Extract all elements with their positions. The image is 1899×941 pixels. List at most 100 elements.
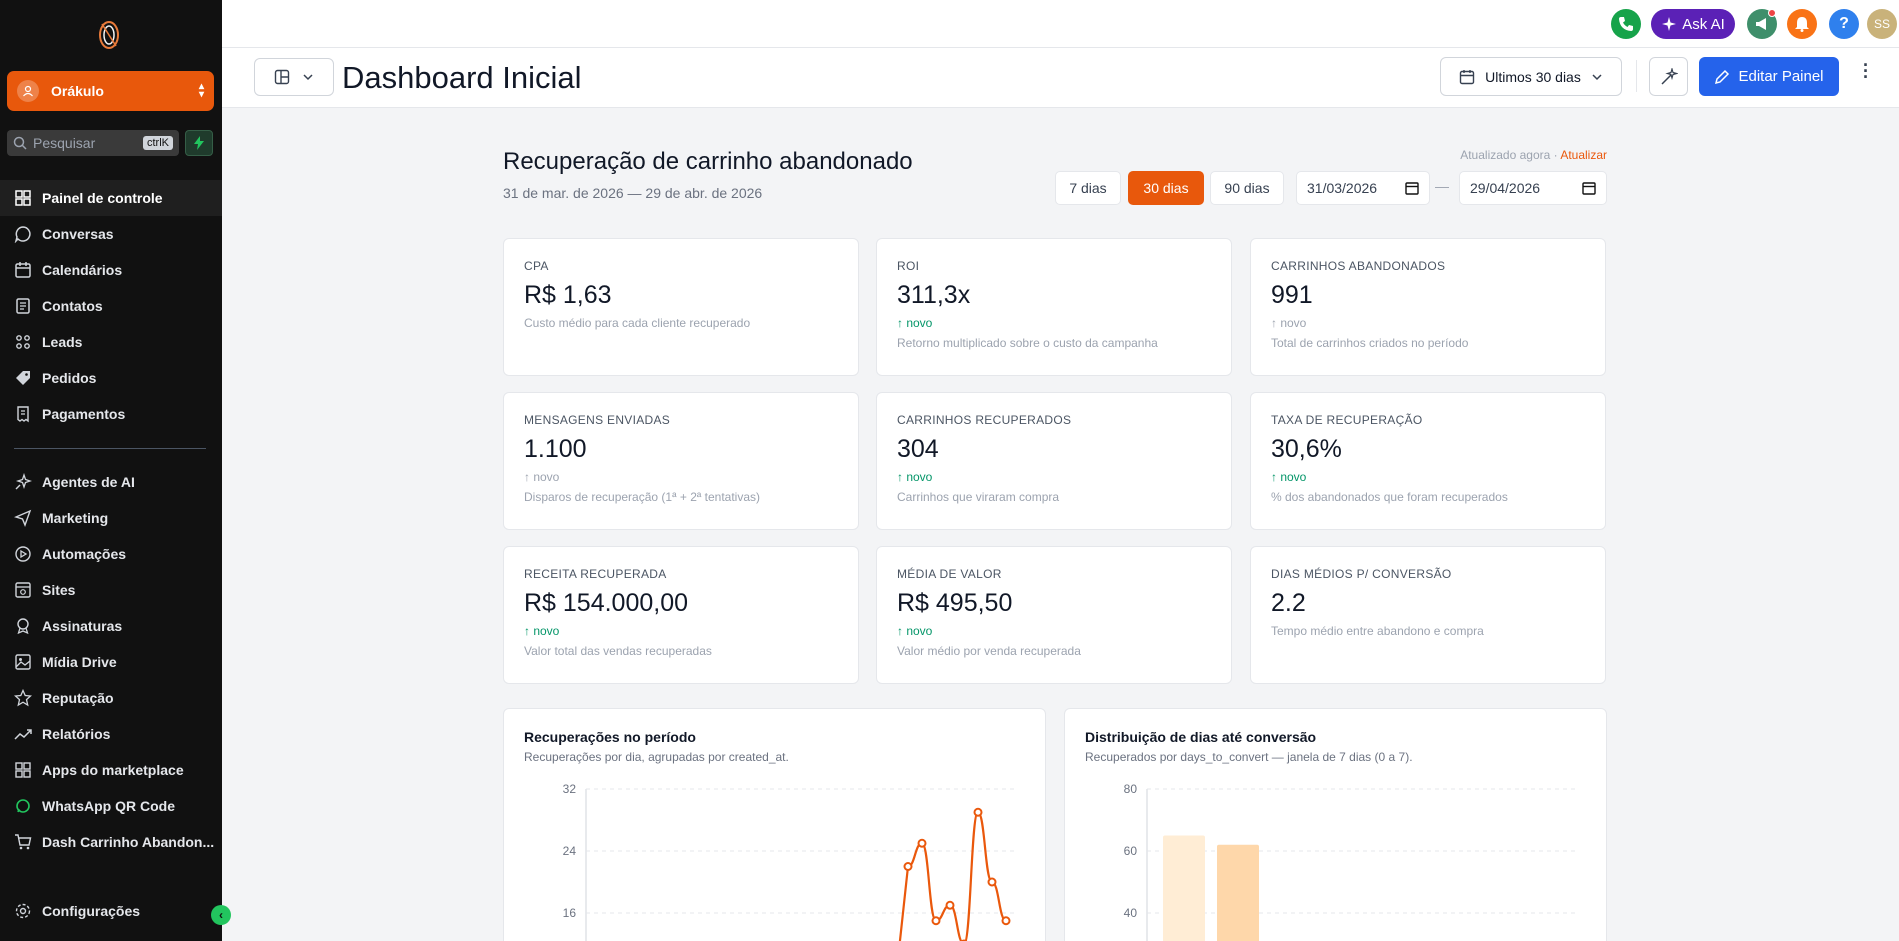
kpi-label: CARRINHOS ABANDONADOS (1271, 259, 1446, 273)
announcements-button[interactable] (1747, 9, 1777, 39)
sidebar-item-apps[interactable]: Apps do marketplace (0, 752, 222, 788)
updated-text: Atualizado agora (1460, 148, 1551, 162)
sidebar-item-dash-carrinho[interactable]: Dash Carrinho Abandon... (0, 824, 222, 860)
kpi-card-receita: RECEITA RECUPERADA R$ 154.000,00 ↑ novo … (503, 546, 859, 684)
whatsapp-icon (16, 799, 30, 813)
phone-button[interactable] (1611, 9, 1641, 39)
bolt-icon (194, 136, 204, 150)
chart-subtitle: Recuperados por days_to_convert — janela… (1085, 750, 1413, 764)
sidebar-item-label: Apps do marketplace (42, 762, 184, 778)
quick-actions-button[interactable] (185, 130, 213, 156)
kpi-trend: ↑ novo (1271, 470, 1307, 484)
date-from-value: 31/03/2026 (1307, 180, 1378, 196)
date-range-select[interactable]: Ultimos 30 dias (1440, 57, 1622, 96)
kpi-value: 1.100 (524, 435, 587, 463)
series-line (898, 811, 1007, 941)
account-name: Orákulo (51, 83, 104, 99)
kpi-trend: ↑ novo (897, 470, 933, 484)
kpi-trend: ↑ novo (897, 624, 933, 638)
sidebar-item-midia[interactable]: Mídia Drive (0, 644, 222, 680)
sidebar-item-label: Conversas (42, 226, 114, 242)
sparkle-icon (1662, 17, 1677, 31)
period-7-button[interactable]: 7 dias (1055, 171, 1121, 205)
chart-title: Recuperações no período (524, 729, 696, 745)
sidebar-item-reputacao[interactable]: Reputação (0, 680, 222, 716)
ask-ai-button[interactable]: Ask AI (1651, 9, 1735, 39)
avatar-initials: SS (1873, 17, 1890, 31)
search-shortcut: ctrlK (143, 136, 173, 150)
sidebar-item-label: Painel de controle (42, 190, 163, 206)
chevron-down-icon (1592, 73, 1602, 80)
page-title: Dashboard Inicial (342, 60, 582, 95)
chart-subtitle: Recuperações por dia, agrupadas por crea… (524, 750, 789, 764)
refresh-link[interactable]: Atualizar (1560, 148, 1607, 162)
date-to-input[interactable]: 29/04/2026 (1459, 171, 1607, 205)
sidebar-item-conversas[interactable]: Conversas (0, 216, 222, 252)
pencil-icon (1715, 69, 1730, 84)
sidebar-item-leads[interactable]: Leads (0, 324, 222, 360)
sidebar-item-calendarios[interactable]: Calendários (0, 252, 222, 288)
data-point (931, 916, 941, 926)
sidebar-item-label: Sites (42, 582, 76, 598)
kpi-label: CPA (524, 259, 549, 273)
date-to-value: 29/04/2026 (1470, 180, 1541, 196)
collapse-sidebar-button[interactable]: ‹ (211, 905, 231, 925)
kpi-value: 991 (1271, 281, 1313, 309)
sidebar-item-sites[interactable]: Sites (0, 572, 222, 608)
kpi-value: 30,6% (1271, 435, 1342, 463)
sidebar-item-agentes[interactable]: Agentes de AI (0, 464, 222, 500)
date-range-label: Ultimos 30 dias (1485, 68, 1581, 85)
sidebar-item-automacoes[interactable]: Automações (0, 536, 222, 572)
search-icon (13, 136, 27, 150)
sidebar-item-whatsapp[interactable]: WhatsApp QR Code (0, 788, 222, 824)
header-divider (1636, 60, 1637, 92)
sidebar-item-label: Contatos (42, 298, 103, 314)
edit-dashboard-label: Editar Painel (1738, 68, 1824, 85)
contacts-icon (16, 298, 30, 314)
kpi-card-media-valor: MÉDIA DE VALOR R$ 495,50 ↑ novo Valor mé… (876, 546, 1232, 684)
calendar-icon (1459, 69, 1475, 84)
kpi-description: Disparos de recuperação (1ª + 2ª tentati… (524, 490, 761, 504)
star-icon (14, 689, 32, 707)
period-30-button[interactable]: 30 dias (1128, 171, 1204, 205)
sidebar-item-pedidos[interactable]: Pedidos (0, 360, 222, 396)
more-options-icon[interactable]: · · · (1863, 55, 1869, 87)
sidebar-item-marketing[interactable]: Marketing (0, 500, 222, 536)
notification-dot (1768, 9, 1776, 17)
help-button[interactable]: ? (1829, 9, 1859, 39)
calendar-icon (15, 262, 31, 278)
sidebar-nav-footer: Configurações (0, 893, 222, 929)
layout-switcher-button[interactable] (254, 58, 334, 96)
y-tick-label: 40 (1124, 906, 1138, 920)
edit-dashboard-button[interactable]: Editar Painel (1699, 57, 1839, 96)
bell-icon (1795, 17, 1809, 32)
y-tick-label: 60 (1124, 844, 1138, 858)
sidebar-item-contatos[interactable]: Contatos (0, 288, 222, 324)
sites-icon (15, 582, 31, 598)
period-90-button[interactable]: 90 dias (1210, 171, 1284, 205)
kpi-description: Retorno multiplicado sobre o custo da ca… (897, 336, 1158, 350)
chevron-left-icon: ‹ (219, 908, 223, 922)
account-switcher[interactable]: Orákulo ▴ ▾ (7, 71, 214, 111)
sidebar-item-label: Assinaturas (42, 618, 123, 634)
sidebar-item-configuracoes[interactable]: Configurações (0, 893, 222, 929)
kpi-description: Custo médio para cada cliente recuperado (524, 316, 751, 330)
date-from-input[interactable]: 31/03/2026 (1296, 171, 1430, 205)
sidebar-item-pagamentos[interactable]: Pagamentos (0, 396, 222, 432)
topbar (222, 0, 1899, 48)
sidebar-item-label: Calendários (42, 262, 123, 278)
chevron-down-icon (303, 74, 313, 81)
search-input[interactable]: Pesquisar ctrlK (7, 130, 179, 156)
sidebar-nav-secondary: Agentes de AI Marketing Automações Sites… (0, 464, 222, 860)
notifications-button[interactable] (1787, 9, 1817, 39)
chart-card-recuperacoes: Recuperações no período Recuperações por… (503, 708, 1046, 941)
sidebar-item-label: Configurações (42, 903, 141, 919)
sidebar-item-painel[interactable]: Painel de controle (0, 180, 222, 216)
trend-icon (14, 729, 32, 740)
sidebar-item-relatorios[interactable]: Relatórios (0, 716, 222, 752)
ai-magic-button[interactable] (1649, 57, 1688, 96)
leads-icon (16, 335, 30, 349)
section-title: Recuperação de carrinho abandonado (503, 148, 913, 175)
user-avatar[interactable]: SS (1867, 9, 1897, 39)
sidebar-item-assinaturas[interactable]: Assinaturas (0, 608, 222, 644)
